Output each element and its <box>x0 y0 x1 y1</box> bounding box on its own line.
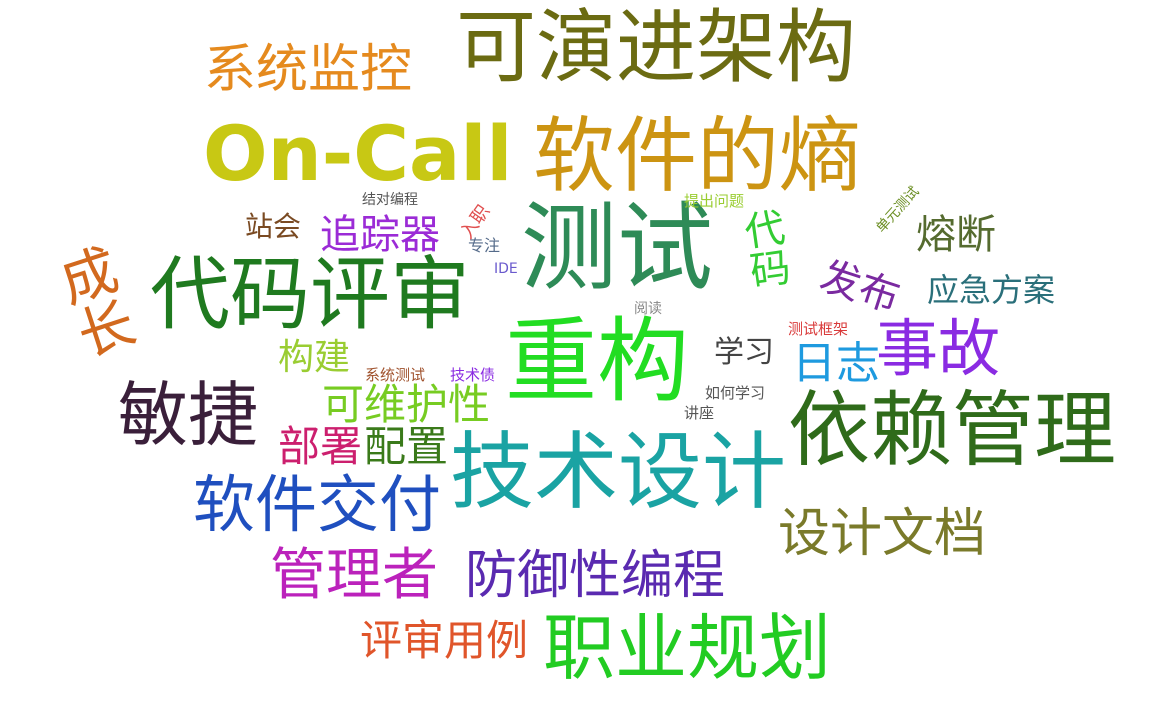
word-ruanjiandeshang: 软件的熵 <box>533 116 861 198</box>
word-bushu: 部署 <box>278 426 362 468</box>
word-minjie: 敏捷 <box>118 380 258 450</box>
word-yilaiguanli: 依赖管理 <box>788 390 1116 472</box>
word-fabu: 发布 <box>816 256 904 319</box>
word-fangyuxingbiancheng: 防御性编程 <box>465 550 725 602</box>
word-keweihuxing: 可维护性 <box>322 384 490 426</box>
word-pingshenyongli: 评审用例 <box>360 620 528 662</box>
word-chengzhang: 成长 <box>48 241 136 365</box>
word-oncall: On-Call <box>203 116 512 192</box>
word-zhiyeguihua: 职业规划 <box>543 612 831 684</box>
word-ceshikuangjia: 测试框架 <box>788 322 848 337</box>
word-daimapingshen: 代码评审 <box>150 255 470 335</box>
word-ceshi: 测试 <box>521 200 713 296</box>
word-kyanjinjiagou: 可演进架构 <box>456 8 856 88</box>
word-tichuwenti: 提出问题 <box>684 194 744 209</box>
word-guanlizhe: 管理者 <box>270 548 438 604</box>
word-shigu: 事故 <box>876 318 1000 380</box>
word-rizhi: 日志 <box>792 342 880 386</box>
word-rongduan: 熔断 <box>916 215 996 255</box>
word-jiangzuo: 讲座 <box>684 406 714 421</box>
word-zhanhui: 站会 <box>245 213 301 241</box>
word-ruhexuexi: 如何学习 <box>705 386 765 401</box>
word-zhuanzhu: 专注 <box>468 238 500 254</box>
word-daima: 代码 <box>738 206 789 291</box>
word-yingjifangan: 应急方案 <box>927 274 1055 306</box>
word-xuexi: 学习 <box>714 338 774 368</box>
word-jishusheji: 技术设计 <box>450 430 786 514</box>
word-peizhi: 配置 <box>364 426 448 468</box>
word-xitongjiankong: 系统监控 <box>204 44 412 96</box>
word-danyuanceshi: 单元测试 <box>874 184 922 235</box>
word-ide: IDE <box>494 262 518 276</box>
word-chonggou: 重构 <box>505 316 689 408</box>
word-ruanjianjiaofu: 软件交付 <box>193 474 441 536</box>
word-shejiwendang: 设计文档 <box>778 508 986 560</box>
word-jieduibiancheng: 结对编程 <box>362 193 418 207</box>
word-goujian: 构建 <box>278 340 350 376</box>
